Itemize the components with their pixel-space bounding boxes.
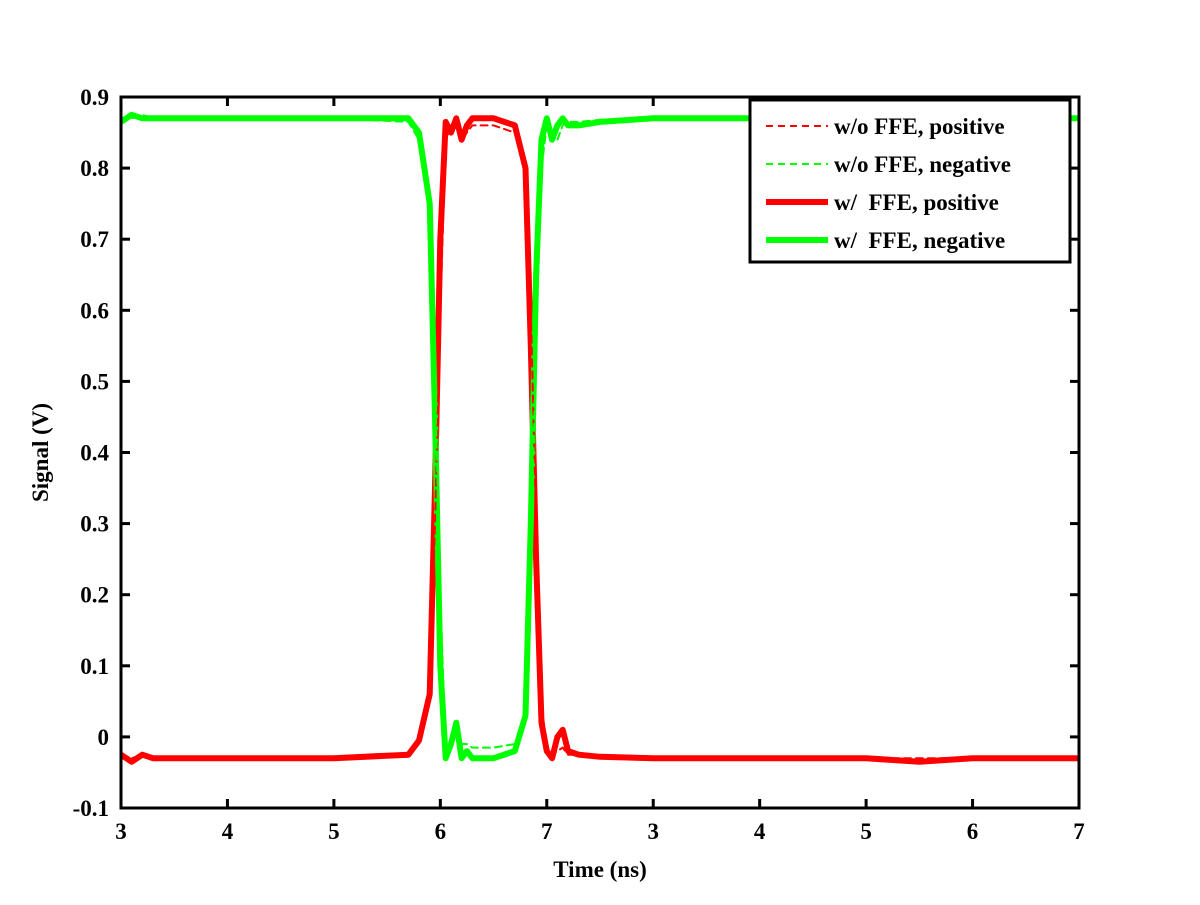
x-tick-label: 3: [115, 819, 127, 844]
y-tick-label: 0.2: [80, 583, 109, 608]
y-tick-label: 0.7: [80, 227, 109, 252]
y-axis-label: Signal (V): [28, 403, 53, 502]
x-axis-label: Time (ns): [553, 857, 647, 882]
y-tick-label: 0.3: [80, 512, 109, 537]
y-tick-label: 0: [98, 725, 110, 750]
x-tick-label: 4: [222, 819, 234, 844]
y-tick-label: 0.9: [80, 85, 109, 110]
y-tick-label: 0.8: [80, 156, 109, 181]
x-tick-label: 4: [754, 819, 766, 844]
y-tick-label: -0.1: [73, 796, 109, 821]
x-tick-label: 3: [647, 819, 659, 844]
series-line-w-o-ffe-positive: [121, 124, 1079, 760]
legend-label-w-ffe-positive: w/ FFE, positive: [834, 190, 999, 215]
legend-label-w-ffe-negative: w/ FFE, negative: [834, 228, 1005, 253]
x-tick-label: 7: [1073, 819, 1085, 844]
series-line-w-o-ffe-negative: [121, 113, 1079, 753]
y-tick-label: 0.6: [80, 298, 109, 323]
y-tick-label: 0.5: [80, 369, 109, 394]
y-tick-label: 0.4: [80, 441, 109, 466]
x-tick-label: 5: [328, 819, 340, 844]
axes-layer: 3 4 5 6 7 3 4 5 6 7 -0.1 0 0.1 0.2 0.3 0.4 0.5 0.6 0.7 0.8 0…: [73, 85, 1085, 844]
x-tick-label: 6: [967, 819, 979, 844]
x-tick-label: 5: [860, 819, 872, 844]
legend-label-w-o-ffe-negative: w/o FFE, negative: [834, 152, 1011, 177]
series-layer: [121, 111, 1079, 765]
x-tick-label: 6: [435, 819, 447, 844]
legend-label-w-o-ffe-positive: w/o FFE, positive: [834, 114, 1005, 139]
x-tick-label: 7: [541, 819, 553, 844]
y-tick-label: 0.1: [80, 654, 109, 679]
series-line-w-ffe-negative: [121, 111, 1079, 762]
legend: w/o FFE, positive w/o FFE, negative w/ FFE…: [748, 98, 1072, 264]
